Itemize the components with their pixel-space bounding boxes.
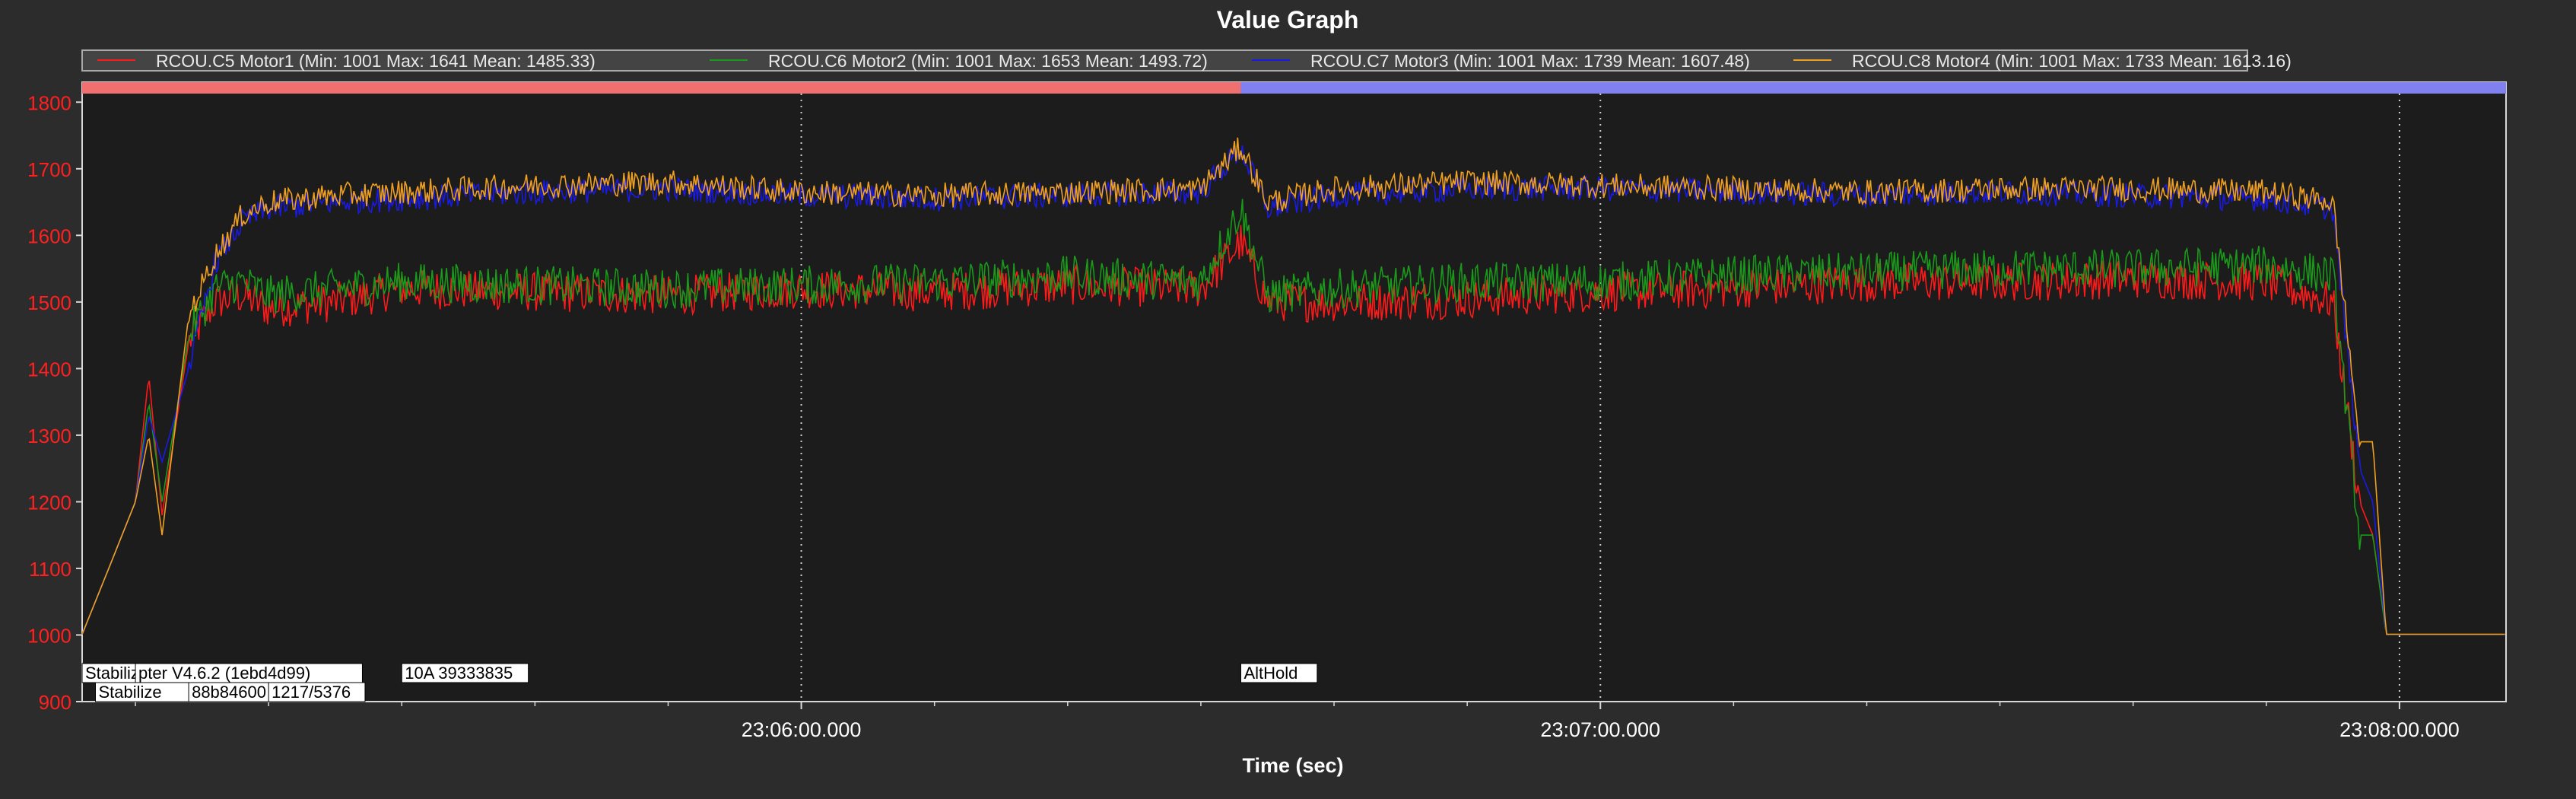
annotation-box bbox=[1240, 663, 1318, 683]
annotation-label: 88b84600 bbox=[192, 683, 266, 702]
annotation-box bbox=[401, 663, 529, 683]
y-tick-label: 900 bbox=[39, 691, 71, 714]
x-tick-label: 23:06:00.000 bbox=[742, 718, 862, 741]
x-tick-label: 23:08:00.000 bbox=[2339, 718, 2460, 741]
annotation-label: 10A 39333835 bbox=[405, 664, 513, 683]
legend-box bbox=[81, 49, 2248, 72]
plot-area: 900 1000 1100 1200 1300 1400 1500 1600 1700 1800 2… bbox=[27, 81, 2507, 741]
series-line-motor2 bbox=[81, 199, 2505, 635]
mode-bar-segment bbox=[82, 82, 1241, 94]
annotation-label: pter V4.6.2 (1ebd4d99) bbox=[138, 664, 310, 683]
y-tick-label: 1700 bbox=[27, 158, 71, 181]
series-line-motor4 bbox=[81, 137, 2505, 635]
y-tick-label: 1200 bbox=[27, 491, 71, 514]
mode-bar-segment bbox=[1240, 82, 2506, 94]
plot-background bbox=[81, 81, 2507, 702]
y-tick-label: 1800 bbox=[27, 91, 71, 114]
annotation-box bbox=[135, 663, 363, 683]
annotation-label: Stabilize bbox=[99, 683, 162, 702]
legend-label: RCOU.C8 Motor4 (Min: 1001 Max: 1733 Mean… bbox=[1852, 51, 2292, 71]
chart-title: Value Graph bbox=[1217, 6, 1359, 33]
y-tick-label: 1500 bbox=[27, 291, 71, 314]
legend: RCOU.C5 Motor1 (Min: 1001 Max: 1641 Mean… bbox=[81, 49, 2292, 72]
legend-label: RCOU.C6 Motor2 (Min: 1001 Max: 1653 Mean… bbox=[768, 51, 1208, 71]
legend-label: RCOU.C7 Motor3 (Min: 1001 Max: 1739 Mean… bbox=[1310, 51, 1750, 71]
y-tick-label: 1300 bbox=[27, 425, 71, 447]
y-tick-label: 1400 bbox=[27, 358, 71, 380]
annotation-box bbox=[95, 682, 192, 702]
legend-label: RCOU.C5 Motor1 (Min: 1001 Max: 1641 Mean… bbox=[156, 51, 596, 71]
x-axis-label: Time (sec) bbox=[1242, 754, 1343, 777]
y-tick-label: 1000 bbox=[27, 624, 71, 647]
annotation-label: AltHold bbox=[1244, 664, 1298, 683]
y-tick-label: 1100 bbox=[29, 558, 71, 581]
series-line-motor3 bbox=[81, 145, 2505, 635]
annotation-label: 1217/5376 bbox=[272, 683, 351, 702]
y-tick-label: 1600 bbox=[27, 224, 71, 247]
x-tick-label: 23:07:00.000 bbox=[1540, 718, 1660, 741]
annotation-box bbox=[268, 682, 366, 702]
